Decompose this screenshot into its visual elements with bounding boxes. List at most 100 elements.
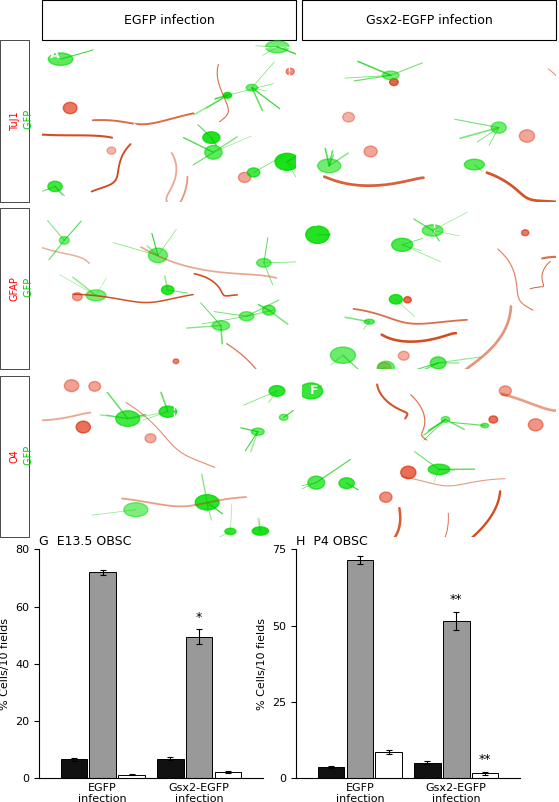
Bar (0, 376, 29, 537)
Ellipse shape (390, 79, 398, 86)
Ellipse shape (73, 293, 82, 301)
Text: GFP: GFP (23, 277, 34, 300)
Y-axis label: % Cells/10 fields: % Cells/10 fields (257, 618, 267, 710)
Ellipse shape (481, 423, 489, 427)
Bar (42, 0, 296, 40)
Text: G  E13.5 OBSC: G E13.5 OBSC (39, 535, 131, 549)
Ellipse shape (64, 379, 79, 391)
Bar (443, 621, 470, 778)
Text: A: A (50, 48, 59, 61)
Ellipse shape (428, 464, 449, 475)
Ellipse shape (380, 492, 392, 502)
Ellipse shape (239, 172, 251, 183)
Ellipse shape (339, 478, 354, 488)
Ellipse shape (107, 147, 116, 154)
Ellipse shape (275, 153, 299, 170)
Ellipse shape (377, 363, 391, 374)
Ellipse shape (116, 411, 140, 427)
Ellipse shape (89, 382, 101, 391)
Text: TuJ1: TuJ1 (10, 111, 20, 131)
Ellipse shape (528, 419, 543, 431)
Bar (89, 573, 116, 778)
Text: F: F (310, 384, 318, 397)
Ellipse shape (378, 361, 395, 375)
Bar (376, 752, 402, 778)
Text: H  P4 OBSC: H P4 OBSC (296, 535, 368, 549)
Ellipse shape (430, 357, 446, 369)
Ellipse shape (491, 122, 506, 133)
Ellipse shape (522, 229, 529, 236)
Text: *: * (196, 610, 202, 624)
Ellipse shape (364, 319, 375, 324)
Text: GFAP: GFAP (10, 276, 20, 302)
Ellipse shape (280, 415, 288, 420)
Bar (215, 772, 241, 778)
Ellipse shape (308, 476, 325, 489)
Text: Gsx2-EGFP infection: Gsx2-EGFP infection (366, 14, 492, 26)
Ellipse shape (173, 359, 179, 363)
Ellipse shape (266, 41, 289, 53)
Ellipse shape (252, 428, 264, 435)
Ellipse shape (205, 145, 222, 159)
Ellipse shape (364, 146, 377, 157)
Bar (347, 560, 373, 778)
Ellipse shape (224, 92, 231, 98)
Text: **: ** (479, 753, 491, 766)
Ellipse shape (399, 351, 409, 360)
Ellipse shape (499, 386, 511, 396)
Ellipse shape (145, 434, 156, 443)
Ellipse shape (318, 159, 340, 172)
Ellipse shape (401, 466, 416, 479)
Ellipse shape (212, 321, 230, 330)
Text: D: D (310, 216, 320, 229)
Ellipse shape (269, 386, 285, 396)
Ellipse shape (86, 290, 106, 301)
Ellipse shape (389, 294, 402, 304)
Ellipse shape (300, 383, 323, 399)
Ellipse shape (382, 71, 399, 79)
Bar (119, 775, 145, 778)
Ellipse shape (63, 103, 77, 114)
Ellipse shape (48, 53, 73, 66)
Ellipse shape (330, 347, 356, 363)
Text: O4: O4 (10, 450, 20, 464)
Text: **: ** (450, 593, 462, 606)
Bar (414, 763, 440, 778)
Ellipse shape (225, 529, 236, 535)
Bar (0, 40, 29, 201)
Ellipse shape (48, 181, 62, 192)
Ellipse shape (76, 421, 91, 433)
Ellipse shape (162, 286, 174, 294)
Ellipse shape (124, 503, 148, 516)
Ellipse shape (404, 297, 411, 303)
Ellipse shape (203, 132, 220, 144)
Bar (472, 773, 499, 778)
Ellipse shape (257, 258, 271, 267)
Text: EGFP infection: EGFP infection (124, 14, 215, 26)
Ellipse shape (159, 406, 177, 417)
Ellipse shape (441, 416, 449, 423)
Ellipse shape (239, 312, 254, 321)
Text: B: B (310, 48, 319, 61)
Ellipse shape (392, 238, 413, 251)
Ellipse shape (263, 306, 275, 315)
Bar (302, 0, 556, 40)
Ellipse shape (519, 130, 534, 142)
Text: E: E (50, 384, 58, 397)
Bar (0, 208, 29, 370)
Bar (186, 637, 212, 778)
Text: C: C (50, 216, 59, 229)
Ellipse shape (195, 495, 219, 510)
Bar (157, 759, 183, 778)
Ellipse shape (246, 84, 258, 91)
Bar (318, 768, 344, 778)
Ellipse shape (252, 527, 268, 535)
Text: GFP: GFP (23, 110, 34, 132)
Text: GFP: GFP (23, 445, 34, 468)
Ellipse shape (148, 248, 168, 263)
Ellipse shape (489, 416, 498, 423)
Ellipse shape (422, 225, 443, 236)
Ellipse shape (343, 112, 354, 122)
Ellipse shape (247, 168, 260, 177)
Ellipse shape (59, 237, 69, 245)
